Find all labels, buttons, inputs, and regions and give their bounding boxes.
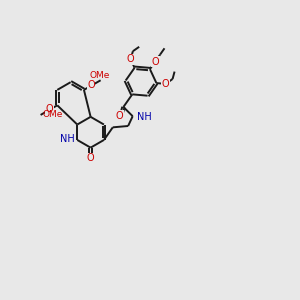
Text: O: O [127,54,134,64]
Text: O: O [116,111,123,121]
Text: O: O [46,104,53,114]
Text: OMe: OMe [90,70,110,80]
Text: O: O [152,57,159,67]
Text: O: O [87,80,95,90]
Text: NH: NH [60,134,75,144]
Text: OMe: OMe [42,110,62,119]
Text: O: O [162,79,170,89]
Text: NH: NH [136,112,151,122]
Text: O: O [87,153,94,164]
